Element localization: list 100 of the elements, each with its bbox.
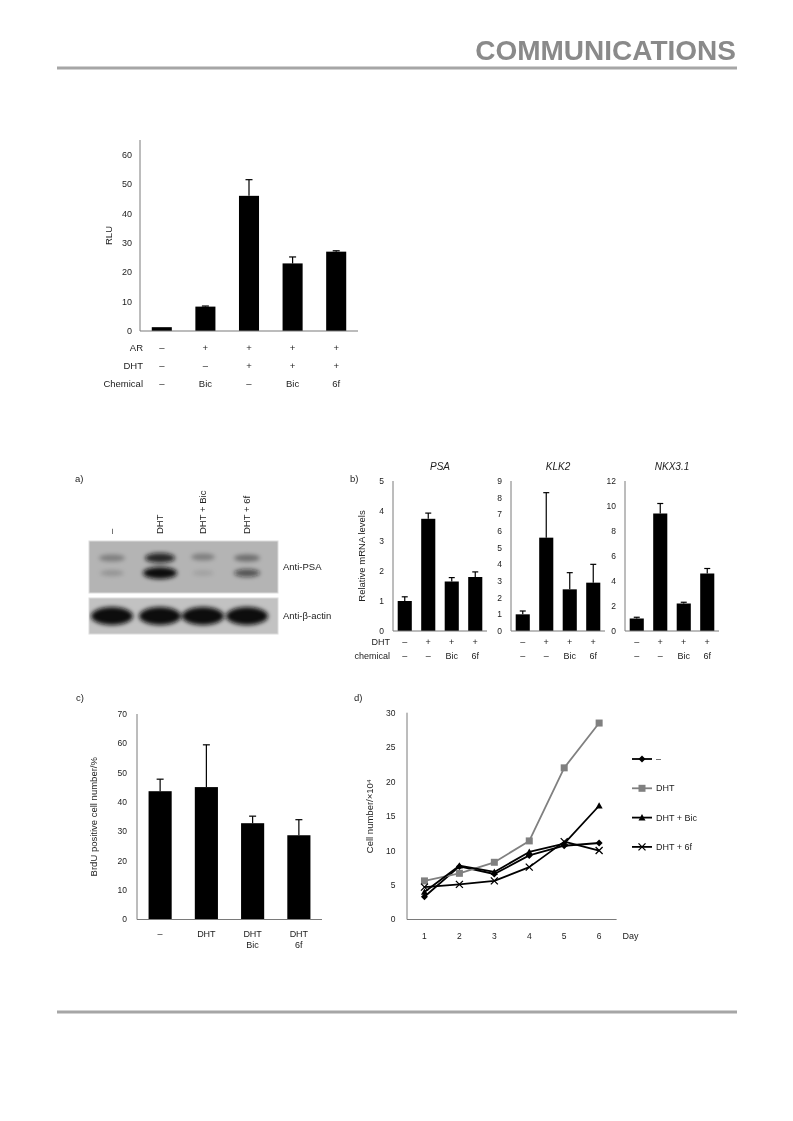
x-tick-label: + + 6f	[332, 342, 341, 389]
y-tick-label: 9	[497, 475, 503, 486]
point	[420, 882, 429, 892]
y-tick-label: 30	[386, 707, 396, 718]
y-tick-label: 50	[117, 767, 128, 778]
x-tick-label: 1	[422, 930, 428, 941]
bar	[468, 577, 483, 631]
chart-title: NKX3.1	[654, 461, 690, 472]
category-label: Anti-β-actin	[283, 610, 332, 622]
point	[595, 802, 603, 809]
x-tick-label: – –	[634, 637, 640, 661]
y-tick-label: 6	[611, 550, 617, 561]
y-tick-label: 6	[497, 525, 503, 536]
x-tick-label: + 6f	[471, 637, 480, 661]
y-tick-label: 12	[606, 475, 617, 486]
x-tick-label: + 6f	[703, 637, 712, 661]
y-tick-label: 20	[386, 776, 396, 787]
x-axis-title: Day	[622, 930, 640, 941]
y-tick-label: 3	[379, 535, 385, 546]
y-tick-label: 4	[611, 575, 617, 586]
point	[595, 719, 603, 727]
y-tick-label: 30	[117, 826, 128, 837]
y-tick-label: 2	[379, 565, 385, 576]
chart-title: KLK2	[545, 461, 571, 472]
y-tick-label: 8	[497, 492, 503, 503]
x-tick-label: + – Bic	[198, 342, 213, 389]
y-tick-label: 10	[121, 296, 132, 307]
y-tick-label: 20	[121, 267, 132, 278]
x-tick-label: 6	[596, 930, 602, 941]
x-tick-label: + Bic	[677, 637, 691, 661]
bar	[444, 581, 459, 631]
legend-label: DHT + 6f	[656, 842, 693, 853]
y-tick-label: 2	[611, 600, 617, 611]
category-label: –	[106, 528, 118, 534]
x-tick-label: + Bic	[563, 637, 577, 661]
y-tick-label: 3	[497, 575, 503, 586]
y-tick-label: 1	[497, 609, 503, 620]
bar	[397, 601, 412, 631]
point	[525, 848, 533, 855]
text: c)	[76, 692, 84, 703]
x-tick-label: DHT	[197, 928, 217, 939]
x-tick-label: + –	[425, 637, 431, 661]
y-tick-label: 50	[121, 179, 132, 190]
y-tick-label: 15	[386, 811, 396, 822]
x-tick-label: 2	[457, 930, 463, 941]
y-tick-label: 7	[497, 509, 503, 520]
y-tick-label: 0	[497, 625, 503, 636]
y-tick-label: 40	[117, 797, 128, 808]
y-tick-label: 70	[117, 708, 128, 719]
text: a)	[75, 473, 84, 484]
x-tick-label: 4	[526, 930, 532, 941]
y-tick-label: 40	[121, 208, 132, 219]
bar	[195, 306, 216, 331]
x-tick-label: + –	[657, 637, 663, 661]
y-tick-label: 0	[122, 914, 128, 925]
x-tick-label: + + Bic	[286, 342, 300, 389]
x-tick-label: DHT 6f	[289, 928, 309, 950]
x-tick-label: –	[157, 928, 163, 939]
point	[420, 888, 428, 895]
x-tick-label: 5	[561, 930, 567, 941]
y-tick-label: 2	[497, 592, 503, 603]
bar	[326, 251, 347, 331]
y-tick-label: 60	[121, 149, 132, 160]
x-tick-label: – – –	[159, 342, 166, 389]
x-axis-title: DHT chemical	[354, 637, 391, 661]
bar	[515, 614, 530, 631]
y-tick-label: 1	[379, 595, 385, 606]
point	[525, 837, 533, 845]
legend-label: DHT + Bic	[656, 812, 698, 823]
y-axis-title: Cell number/×10⁴	[364, 779, 375, 854]
y-tick-label: 5	[497, 542, 503, 553]
point	[525, 862, 534, 872]
y-tick-label: 30	[121, 238, 132, 248]
text: d)	[354, 692, 363, 703]
point	[594, 846, 604, 855]
x-tick-label: + Bic	[445, 637, 459, 661]
y-tick-label: 4	[379, 505, 385, 516]
x-tick-label: – –	[520, 637, 526, 661]
y-tick-label: 0	[390, 914, 396, 925]
x-tick-label: + 6f	[589, 637, 598, 661]
y-axis-title: RLU	[103, 225, 114, 246]
y-tick-label: 4	[497, 559, 503, 570]
text: COMMUNICATIONS	[475, 35, 736, 66]
x-tick-label: – –	[402, 637, 408, 661]
point	[455, 869, 463, 877]
y-tick-label: 10	[386, 845, 396, 856]
legend-label: DHT	[656, 783, 675, 794]
y-tick-label: 5	[379, 475, 385, 486]
y-tick-label: 20	[117, 855, 128, 866]
y-tick-label: 5	[390, 880, 396, 891]
bar	[421, 518, 436, 631]
point	[490, 876, 499, 886]
point	[560, 764, 568, 772]
y-tick-label: 8	[611, 525, 617, 536]
x-tick-label: DHT Bic	[243, 928, 263, 950]
category-label: DHT + 6f	[241, 495, 253, 534]
y-tick-label: 25	[386, 742, 396, 753]
legend-label: –	[656, 754, 662, 765]
y-axis-title: Relative mRNA levels	[356, 510, 367, 602]
point	[455, 880, 464, 889]
